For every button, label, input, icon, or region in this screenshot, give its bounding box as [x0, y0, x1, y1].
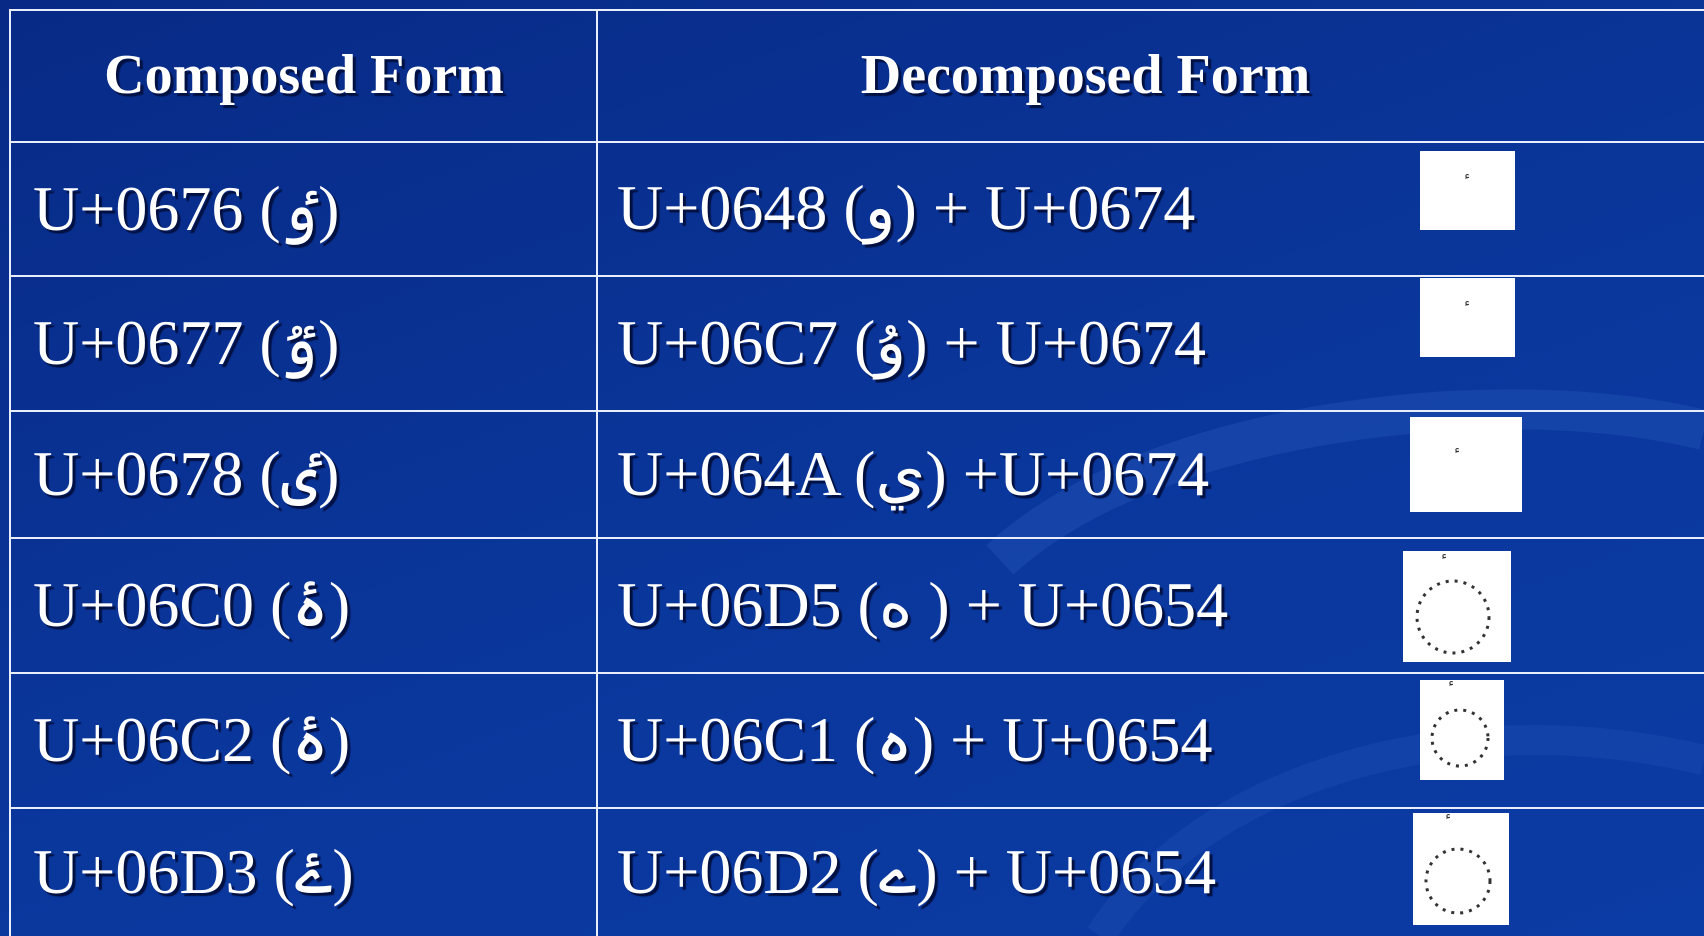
- glyph-image: ٴ: [1420, 151, 1515, 230]
- header-cell: Composed Form: [104, 44, 504, 106]
- svg-text:ٴ: ٴ: [1441, 553, 1447, 578]
- decomposed-cell: U+06D2 (ے) + U+0654: [617, 836, 1217, 907]
- column-border: [596, 9, 598, 936]
- row-border: [11, 807, 1704, 809]
- composed-cell: U+0678 (ٸ): [33, 438, 340, 509]
- composed-cell: U+06D3 (ۓ): [33, 836, 354, 907]
- row-border: [11, 672, 1704, 674]
- row-border: [11, 410, 1704, 412]
- svg-text:ٴ: ٴ: [1445, 813, 1451, 838]
- glyph-image: ٴ: [1403, 551, 1511, 662]
- composed-cell: U+06C2 (ۂ): [33, 704, 351, 775]
- glyph-image: ٴ: [1420, 278, 1515, 357]
- row-border: [11, 9, 1704, 11]
- decomposed-cell: U+06C7 (ۇ) + U+0674: [617, 306, 1206, 378]
- decomposed-cell: U+0648 (و) + U+0674: [617, 172, 1196, 243]
- header-cell: Decomposed Form: [860, 44, 1311, 106]
- svg-text:ٴ: ٴ: [1448, 680, 1454, 705]
- composed-cell: U+0677 (ٷ): [33, 307, 340, 378]
- decomposed-cell: U+06D5 (ە ) + U+0654: [617, 568, 1229, 640]
- row-border: [11, 141, 1704, 143]
- glyph-image: ٴ: [1413, 813, 1509, 925]
- row-border: [11, 275, 1704, 277]
- svg-text:ٴ: ٴ: [1464, 300, 1470, 325]
- glyph-image: ٴ: [1420, 680, 1504, 780]
- svg-text:ٴ: ٴ: [1454, 447, 1460, 472]
- svg-text:ٴ: ٴ: [1464, 173, 1470, 198]
- column-border: [9, 9, 11, 936]
- glyph-image: ٴ: [1410, 417, 1522, 512]
- row-border: [11, 537, 1704, 539]
- decomposed-cell: U+06C1 (ہ) + U+0654: [617, 704, 1213, 775]
- decomposed-cell: U+064A (ي) +U+0674: [617, 437, 1210, 509]
- composed-cell: U+0676 (ٶ): [33, 172, 340, 244]
- composed-cell: U+06C0 (ۀ): [33, 569, 351, 640]
